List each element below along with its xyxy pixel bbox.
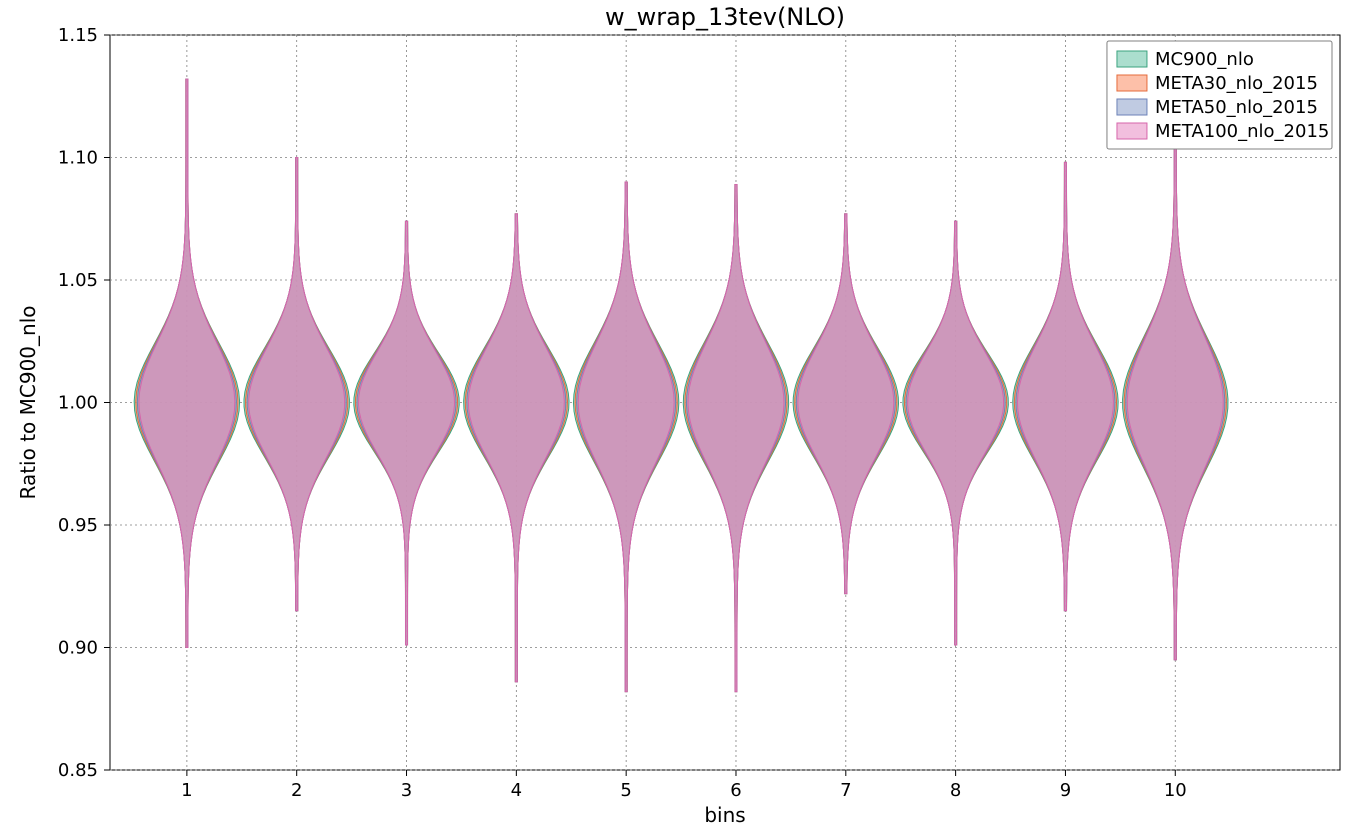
- x-tick-label: 9: [1060, 780, 1071, 801]
- y-tick-label: 0.95: [58, 515, 98, 536]
- legend-label: META100_nlo_2015: [1155, 121, 1329, 142]
- x-tick-label: 2: [291, 780, 302, 801]
- legend-swatch: [1117, 75, 1147, 91]
- y-tick-label: 1.05: [58, 270, 98, 291]
- x-tick-label: 1: [181, 780, 192, 801]
- legend-swatch: [1117, 123, 1147, 139]
- legend-swatch: [1117, 99, 1147, 115]
- legend-label: META30_nlo_2015: [1155, 73, 1318, 94]
- y-axis-label: Ratio to MC900_nlo: [16, 305, 40, 499]
- legend-swatch: [1117, 51, 1147, 67]
- x-tick-label: 6: [730, 780, 741, 801]
- x-axis-label: bins: [704, 803, 745, 827]
- chart-container: 1 2 3 4 5 6 7 8 9 10 0.85 0.90 0.95 1.00 1.05 1.10 1.15…: [0, 0, 1353, 830]
- x-tick-label: 3: [401, 780, 412, 801]
- violin-chart: 1 2 3 4 5 6 7 8 9 10 0.85 0.90 0.95 1.00 1.05 1.10 1.15…: [0, 0, 1353, 830]
- y-tick-label: 1.15: [58, 25, 98, 46]
- legend-label: META50_nlo_2015: [1155, 97, 1318, 118]
- x-tick-label: 7: [840, 780, 851, 801]
- chart-title: w_wrap_13tev(NLO): [605, 3, 845, 31]
- y-tick-label: 1.00: [58, 393, 98, 414]
- x-tick-label: 5: [620, 780, 631, 801]
- x-tick-label: 10: [1164, 780, 1187, 801]
- y-tick-label: 0.90: [58, 638, 98, 659]
- legend: MC900_nlo META30_nlo_2015 META50_nlo_2015 M…: [1107, 41, 1332, 149]
- y-tick-label: 0.85: [58, 760, 98, 781]
- x-tick-label: 4: [511, 780, 522, 801]
- x-tick-label: 8: [950, 780, 961, 801]
- legend-label: MC900_nlo: [1155, 49, 1254, 70]
- y-tick-label: 1.10: [58, 148, 98, 169]
